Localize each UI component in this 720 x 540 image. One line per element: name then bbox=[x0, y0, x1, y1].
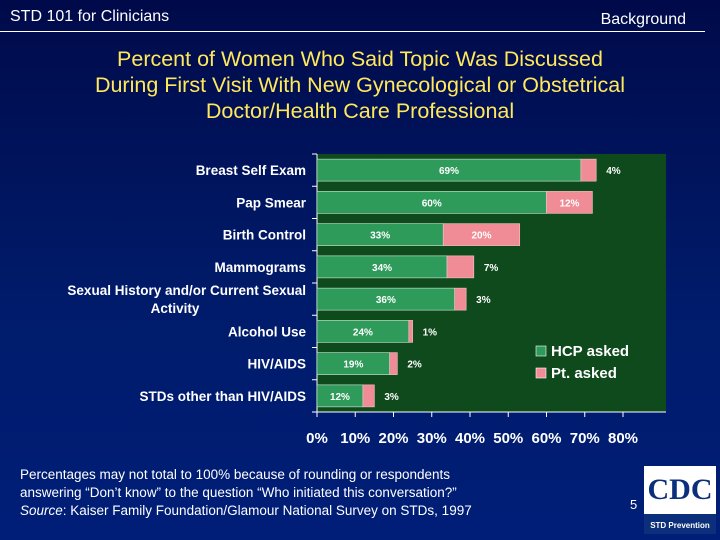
data-label-pt-asked: 2% bbox=[407, 360, 422, 371]
data-label-hcp-asked: 69% bbox=[439, 166, 459, 177]
category-label: Breast Self Exam bbox=[196, 163, 306, 178]
legend-box bbox=[529, 335, 641, 385]
header-course-title: STD 101 for Clinicians bbox=[10, 8, 170, 25]
bar-pt-asked bbox=[362, 384, 375, 408]
legend-label: Pt. asked bbox=[551, 365, 617, 382]
bar-pt-asked bbox=[546, 191, 593, 214]
legend-label: HCP asked bbox=[551, 343, 629, 360]
category-label: HIV/AIDS bbox=[247, 357, 306, 372]
page-number: 5 bbox=[630, 497, 638, 512]
footnote-source: Source: Kaiser Family Foundation/Glamour… bbox=[20, 502, 600, 520]
data-label-pt-asked: 4% bbox=[606, 166, 621, 177]
bar-pt-asked bbox=[408, 320, 413, 343]
x-tick-label: 80% bbox=[608, 430, 638, 447]
cdc-logo: CDC STD Prevention bbox=[644, 466, 716, 534]
header-divider bbox=[0, 31, 705, 32]
x-tick-label: 10% bbox=[340, 430, 370, 447]
category-label: Alcohol Use bbox=[228, 324, 307, 339]
bar-pt-asked bbox=[442, 223, 521, 246]
footnote: Percentages may not total to 100% becaus… bbox=[20, 466, 600, 520]
header-section-label: Background bbox=[600, 11, 686, 28]
x-tick-label: 70% bbox=[570, 430, 600, 447]
bar-pt-asked bbox=[454, 287, 467, 311]
data-label-hcp-asked: 19% bbox=[343, 360, 363, 371]
data-label-pt-asked: 12% bbox=[559, 198, 579, 209]
logo-subtext: STD Prevention bbox=[650, 521, 710, 530]
x-tick-label: 30% bbox=[417, 430, 447, 447]
data-label-pt-asked: 1% bbox=[423, 327, 438, 338]
slide-title: Percent of Women Who Said Topic Was Disc… bbox=[40, 46, 680, 124]
category-label: STDs other than HIV/AIDS bbox=[139, 389, 306, 404]
category-label: Pap Smear bbox=[236, 195, 307, 210]
data-label-hcp-asked: 24% bbox=[353, 327, 373, 338]
source-text: : Kaiser Family Foundation/Glamour Natio… bbox=[62, 503, 472, 518]
bar-pt-asked bbox=[580, 158, 597, 182]
data-label-hcp-asked: 34% bbox=[372, 263, 392, 274]
bar-pt-asked bbox=[446, 255, 475, 279]
data-label-hcp-asked: 33% bbox=[370, 231, 390, 242]
source-label: Source bbox=[20, 503, 63, 518]
x-tick-label: 20% bbox=[378, 430, 408, 447]
category-label: Birth Control bbox=[223, 228, 306, 243]
data-label-pt-asked: 3% bbox=[476, 295, 491, 306]
data-label-pt-asked: 7% bbox=[484, 263, 499, 274]
footnote-line: answering “Don’t know” to the question “… bbox=[20, 485, 457, 500]
slide-title-line: During First Visit With New Gynecologica… bbox=[94, 73, 626, 97]
footnote-line: Percentages may not total to 100% becaus… bbox=[20, 467, 451, 482]
data-label-hcp-asked: 12% bbox=[330, 392, 350, 403]
x-tick-label: 50% bbox=[493, 430, 523, 447]
data-label-pt-asked: 20% bbox=[471, 231, 491, 242]
stacked-bar-chart: 0% 10% 20% 30% 40% 50% 60% 70% 80% Breast Self Ex… bbox=[67, 153, 666, 447]
category-label: Activity bbox=[151, 301, 200, 316]
data-label-hcp-asked: 60% bbox=[422, 198, 442, 209]
data-label-hcp-asked: 36% bbox=[376, 295, 396, 306]
category-label: Mammograms bbox=[214, 260, 306, 275]
legend-swatch bbox=[535, 367, 547, 379]
logo-text: CDC bbox=[648, 473, 713, 506]
x-tick-label: 0% bbox=[306, 430, 328, 447]
slide-title-line: Doctor/Health Care Professional bbox=[205, 99, 515, 123]
bar-pt-asked bbox=[389, 352, 398, 375]
legend-swatch bbox=[535, 345, 547, 357]
data-label-pt-asked: 3% bbox=[384, 392, 399, 403]
logo-band bbox=[644, 514, 716, 534]
x-tick-label: 60% bbox=[531, 430, 561, 447]
x-tick-label: 40% bbox=[455, 430, 485, 447]
slide-title-line: Percent of Women Who Said Topic Was Disc… bbox=[117, 47, 603, 71]
category-label: Sexual History and/or Current Sexual bbox=[67, 283, 306, 298]
